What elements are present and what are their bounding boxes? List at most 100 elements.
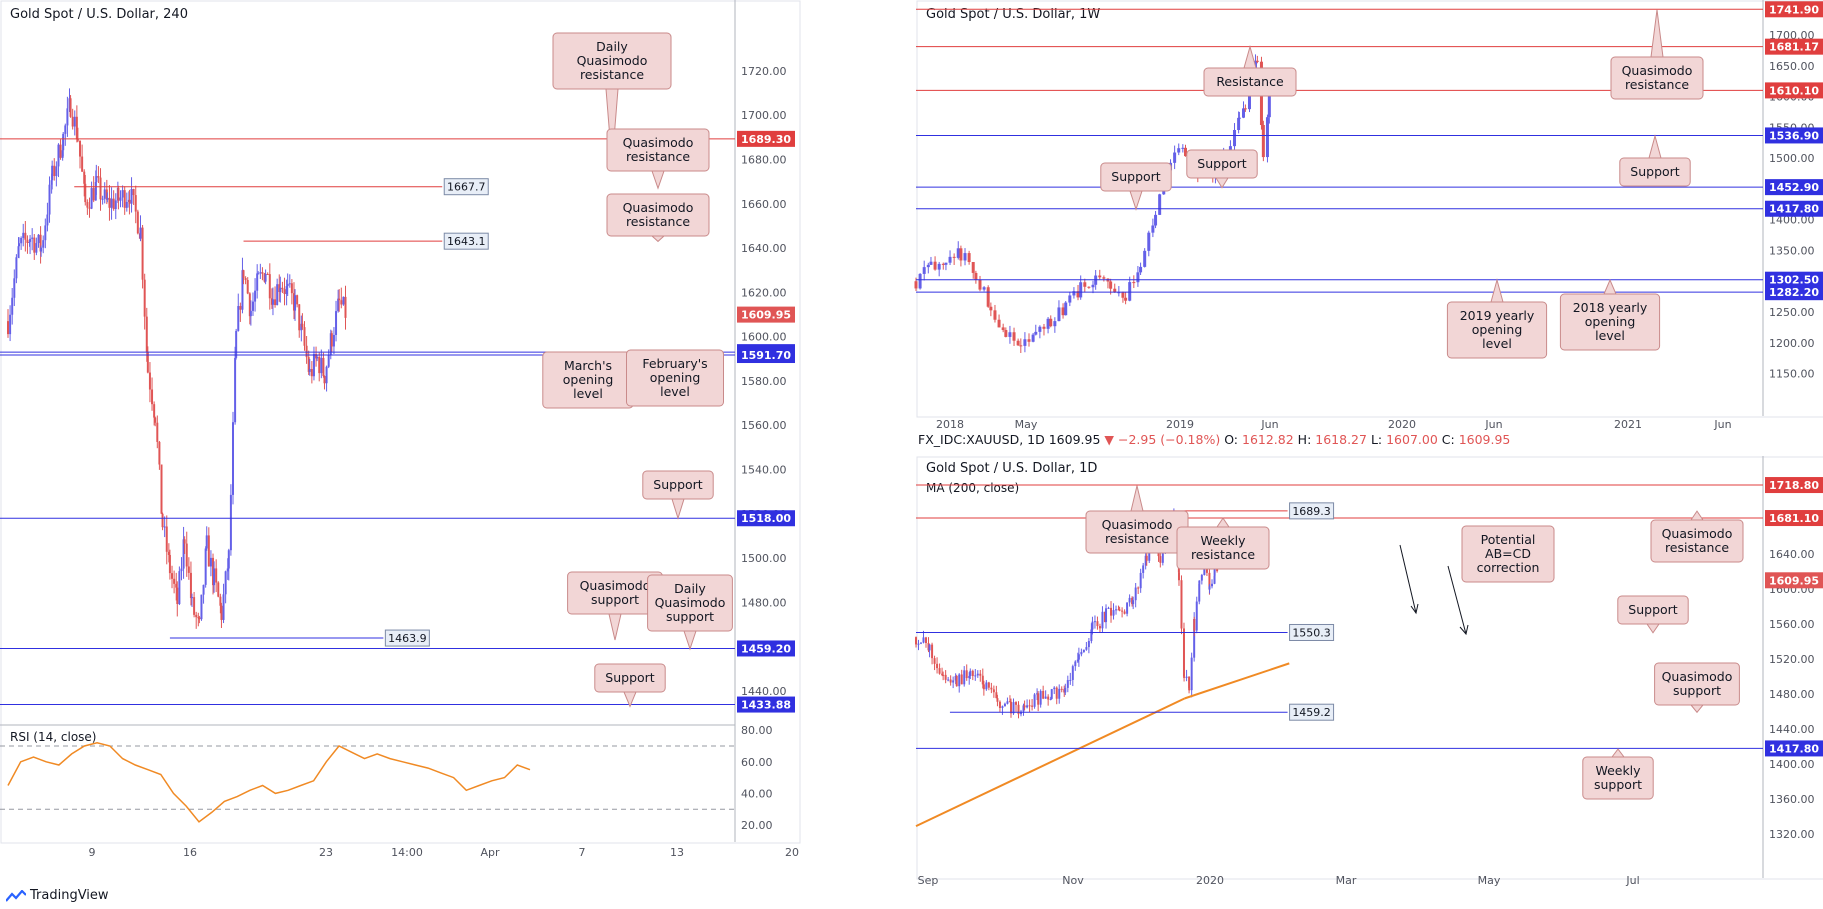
candle-body <box>1037 693 1040 705</box>
h4-panel[interactable]: 1440.001460.001480.001500.001520.001540.… <box>0 0 801 859</box>
price-tag-label: 1433.88 <box>741 699 791 712</box>
price-tag-label: 1417.80 <box>1769 742 1819 755</box>
callout-text: resistance <box>1191 547 1255 562</box>
candle-body <box>222 594 225 620</box>
candle-body <box>1080 652 1083 655</box>
candle-body <box>1177 148 1181 153</box>
candle-body <box>337 298 340 312</box>
candle-body <box>1159 556 1162 563</box>
daily-panel[interactable]: 1320.00 1360.00 1400.00 1440.00 1480.00 1520.… <box>915 432 1823 887</box>
candle-body <box>1195 601 1198 631</box>
candle-body <box>1020 711 1023 715</box>
symbol-info-part: O: <box>1224 432 1242 447</box>
candles <box>7 88 347 629</box>
candle-body <box>1008 332 1012 337</box>
candle-body <box>1200 574 1203 581</box>
candle-body <box>1091 621 1094 630</box>
candle-body <box>1177 572 1180 581</box>
candle-body <box>1211 583 1214 587</box>
candle-body <box>1074 661 1077 667</box>
candle-body <box>971 262 975 273</box>
candle-body <box>1193 619 1196 631</box>
candle-body <box>204 548 207 585</box>
callout-text: February's <box>642 356 707 371</box>
candle-body <box>161 513 164 528</box>
candle-body <box>29 238 32 242</box>
callout-text: support <box>1594 777 1642 792</box>
candle-body <box>112 198 115 210</box>
price-tag-label: 1459.20 <box>741 642 791 655</box>
candle-body <box>308 369 311 372</box>
callout-text: Support <box>1630 164 1680 179</box>
callout-pointer <box>671 498 685 520</box>
candle-body <box>928 644 931 651</box>
candle-body <box>1123 611 1126 614</box>
candle-body <box>1205 569 1208 573</box>
candle-body <box>171 573 174 579</box>
candle-body <box>281 287 284 290</box>
callout-pointer <box>1650 9 1664 58</box>
candle-body <box>933 658 936 664</box>
callout-text: Potential <box>1481 532 1536 547</box>
candle-body <box>986 287 990 307</box>
candle-body <box>1083 282 1087 287</box>
chart-title: Gold Spot / U.S. Dollar, 240 <box>10 7 188 22</box>
price-tag <box>737 130 795 147</box>
candle-body <box>327 355 330 367</box>
weekly-panel[interactable]: 1150.001200.001250.001300.001350.001400.… <box>914 0 1823 431</box>
rsi-y-tick: 80.00 <box>741 724 773 737</box>
candle-body <box>185 543 188 567</box>
x-tick-label: 7 <box>579 846 586 859</box>
candle-body <box>997 319 1001 328</box>
candle-body <box>925 637 927 643</box>
candle-body <box>219 596 222 606</box>
candle-body <box>1076 659 1079 662</box>
candle-body <box>163 526 166 528</box>
y-tick-label: 1320.00 <box>1769 828 1815 841</box>
candle-body <box>224 571 227 595</box>
callout-box <box>1461 525 1555 583</box>
candle-body <box>1118 609 1121 611</box>
candle-body <box>1049 698 1052 700</box>
price-tag <box>737 306 795 323</box>
x-tick-label: 2020 <box>1388 418 1416 431</box>
candle-body <box>1267 89 1271 118</box>
candle-body <box>1008 701 1011 703</box>
candle-body <box>37 234 40 244</box>
candle-body <box>323 376 326 384</box>
candle-body <box>35 243 38 253</box>
y-tick-label: 1250.00 <box>1769 306 1815 319</box>
candle-body <box>139 227 142 239</box>
candle-body <box>239 306 242 310</box>
candle-body <box>344 296 347 318</box>
y-tick-label: 1600.00 <box>741 331 787 344</box>
candle-body <box>301 323 304 328</box>
candle-body <box>207 535 210 567</box>
callout-pointer <box>651 170 665 190</box>
y-tick-label: 1150.00 <box>1769 368 1815 381</box>
candle-body <box>69 98 72 117</box>
candle-body <box>1190 657 1193 691</box>
candle-body <box>954 676 957 681</box>
callout-text: 2018 yearly <box>1573 300 1648 315</box>
candle-body <box>1026 705 1029 708</box>
candle-body <box>1242 108 1245 118</box>
candle-body <box>974 675 977 677</box>
callout-box <box>1610 56 1704 100</box>
candle-body <box>55 166 58 177</box>
callout-text: Quasimodo <box>577 53 648 68</box>
symbol-info-part: FX_IDC:XAUUSD, 1D <box>918 432 1049 447</box>
price-tag <box>1765 200 1823 217</box>
callout-pointer <box>1603 278 1617 295</box>
callout-text: level <box>660 384 690 399</box>
price-tag-label: 1718.80 <box>1769 479 1819 492</box>
y-tick-label: 1200.00 <box>1769 337 1815 350</box>
candle-body <box>1038 326 1042 332</box>
callout-text: Weekly <box>1200 533 1246 548</box>
price-tag-label: 1681.17 <box>1769 41 1819 54</box>
candle-body <box>955 676 958 687</box>
callout-box <box>594 663 666 693</box>
candle-body <box>18 243 21 247</box>
candle-body <box>944 262 948 265</box>
candle-body <box>329 333 332 356</box>
